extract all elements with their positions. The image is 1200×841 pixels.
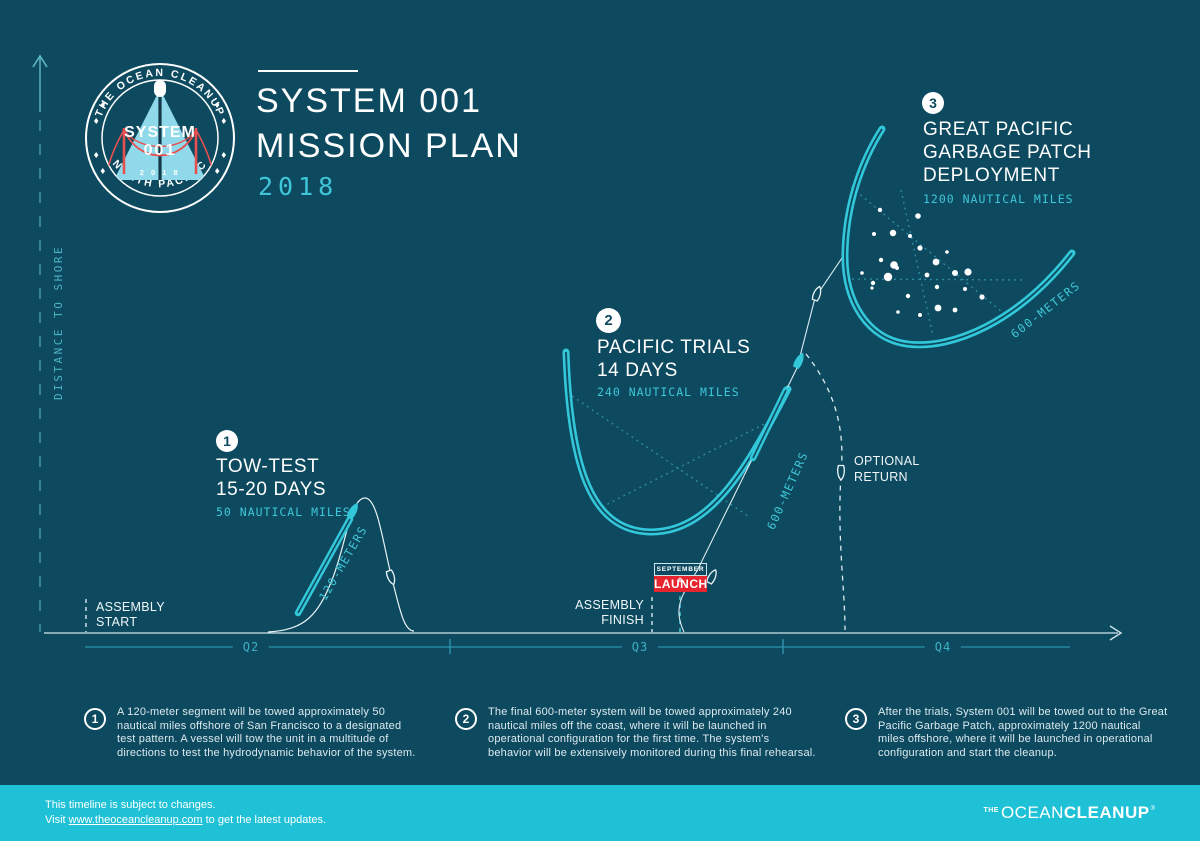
- badge-float-tip: [154, 80, 166, 97]
- footer-line1: This timeline is subject to changes.: [45, 799, 216, 811]
- footnote3-number-badge: 3: [845, 708, 867, 730]
- phase2-segment-label: 600-METERS: [764, 449, 812, 532]
- footer-bar: This timeline is subject to changes. Vis…: [0, 785, 1200, 841]
- assembly-finish-line2: FINISH: [601, 612, 644, 627]
- badge-system-text: SYSTEM: [124, 124, 196, 141]
- footnote2-number-badge: 2: [455, 708, 477, 730]
- garbage-dots: [860, 207, 985, 317]
- phase2-towed-segment: [749, 284, 824, 462]
- badge-001-text: 001: [144, 142, 177, 159]
- launch-badge: SEPTEMBER 8 LAUNCH: [654, 563, 707, 592]
- phase1-distance: 50 NAUTICAL MILES: [216, 505, 351, 519]
- optional-return-path: [805, 353, 846, 631]
- phase2-trials-curve: [562, 348, 792, 536]
- footer-website-link[interactable]: www.theoceancleanup.com: [68, 814, 203, 826]
- brand-ocean: OCEAN: [1000, 803, 1064, 822]
- phase3-number-badge: 3: [922, 92, 944, 114]
- ocean-cleanup-wordmark: THE OCEAN CLEANUP ®: [983, 803, 1155, 823]
- drift-pattern-line: [900, 189, 934, 337]
- quarter-label-q2: Q2: [232, 640, 270, 654]
- phase1-duration: 15-20 DAYS: [216, 479, 327, 500]
- assembly-finish-line1: ASSEMBLY: [575, 598, 644, 612]
- optional-return-label: OPTIONAL RETURN: [854, 453, 920, 485]
- footer-line2: Visit www.theoceancleanup.com to get the…: [45, 813, 326, 828]
- assembly-finish-label: ASSEMBLY FINISH: [558, 598, 644, 627]
- tow-pattern-line: [601, 420, 771, 508]
- assembly-start-line2: START: [96, 614, 138, 629]
- phase2-distance: 240 NAUTICAL MILES: [597, 385, 740, 399]
- y-axis-label: DISTANCE TO SHORE: [52, 244, 65, 400]
- drift-pattern-line: [851, 278, 1027, 281]
- quarter-label-q4: Q4: [924, 640, 962, 654]
- y-axis: [32, 54, 48, 632]
- phase2-duration: 14 DAYS: [597, 360, 678, 381]
- phase3-title-line1: GREAT PACIFIC: [923, 119, 1074, 140]
- footnote2-text: The final 600-meter system will be towed…: [488, 706, 816, 759]
- badge-outer-ring: [85, 63, 235, 213]
- footnote1-text: A 120-meter segment will be towed approx…: [117, 706, 416, 759]
- phase1-segment-label: 120-METERS: [316, 523, 371, 603]
- footer-disclaimer: This timeline is subject to changes. Vis…: [45, 798, 326, 828]
- footnote1-number-badge: 1: [84, 708, 106, 730]
- phase1-number-badge: 1: [216, 430, 238, 452]
- footnote3-text: After the trials, System 001 will be tow…: [878, 706, 1168, 759]
- phase3-deployment-curve: [841, 125, 1076, 349]
- page-title-year: 2018: [258, 172, 339, 201]
- page-title-line2: MISSION PLAN: [256, 127, 522, 165]
- launch-date: SEPTEMBER 8: [654, 563, 707, 584]
- phase3-distance: 1200 NAUTICAL MILES: [923, 192, 1074, 206]
- badge-bridge-icon: [107, 128, 213, 174]
- phase2-title: PACIFIC TRIALS: [597, 337, 751, 358]
- y-axis-arrow-icon: [32, 54, 48, 68]
- title-rule: [258, 70, 358, 72]
- phase3-title-line2: GARBAGE PATCH: [923, 142, 1092, 163]
- phase1-tow-test-path: [267, 497, 415, 633]
- optional-return-line2: RETURN: [854, 470, 908, 484]
- drift-pattern-line: [850, 186, 1003, 313]
- assembly-start-line1: ASSEMBLY: [96, 600, 165, 614]
- phase3-title-line3: DEPLOYMENT: [923, 165, 1060, 186]
- badge-mast: [158, 92, 162, 180]
- optional-return-line1: OPTIONAL: [854, 454, 920, 468]
- badge-year-text: 2 0 1 8: [140, 168, 180, 177]
- footer-line2-suffix: to get the latest updates.: [202, 814, 327, 826]
- launch-label: LAUNCH: [654, 576, 708, 592]
- assembly-start-label: ASSEMBLY START: [96, 600, 165, 629]
- brand-registered-mark: ®: [1150, 806, 1155, 812]
- brand-cleanup: CLEANUP: [1063, 803, 1150, 822]
- footer-line2-prefix: Visit: [45, 814, 69, 826]
- phase3-segment-label: 600-METERS: [1008, 278, 1084, 342]
- page-title-line1: SYSTEM 001: [256, 82, 482, 120]
- brand-the: THE: [983, 807, 999, 814]
- ocean-cleanup-mission-badge: THE OCEAN CLEANUP NORTH PACIFIC SYSTEM 0…: [85, 63, 235, 213]
- quarter-label-q3: Q3: [621, 640, 659, 654]
- x-axis-arrow-icon: [1109, 625, 1123, 641]
- phase2-number-badge: 2: [596, 308, 621, 333]
- phase1-title: TOW-TEST: [216, 456, 320, 477]
